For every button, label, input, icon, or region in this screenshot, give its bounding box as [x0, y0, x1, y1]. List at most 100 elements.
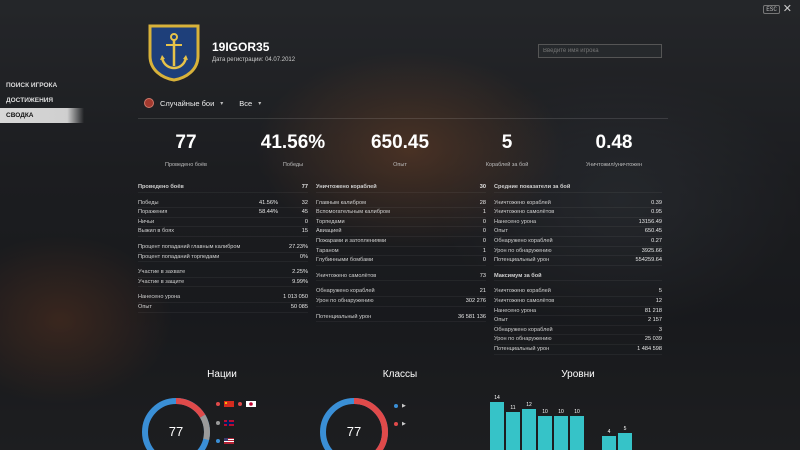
row-label: Глубинными бомбами [316, 257, 374, 264]
sidebar-item-achievements[interactable]: ДОСТИЖЕНИЯ [6, 97, 54, 104]
table-row: Нанесено урона 81 218 [494, 307, 662, 317]
nations-donut-ring [142, 398, 210, 450]
sidebar-item-summary[interactable]: СВОДКА [0, 108, 84, 123]
row-value: 50 085 [290, 303, 308, 310]
table-row: Уничтожено кораблей 0.39 [494, 199, 662, 209]
row-value: 3 [658, 326, 662, 333]
table-row: Потенциальный урон 36 581 136 [316, 313, 486, 323]
player-search-input[interactable] [538, 44, 662, 58]
legend-dot [394, 404, 398, 408]
chevron-down-icon[interactable]: ▾ [258, 100, 262, 107]
sidebar-item-player-search[interactable]: ПОИСК ИГРОКА [6, 82, 58, 89]
row-value: 554259.64 [635, 257, 662, 264]
esc-key-badge[interactable]: ESC [763, 5, 780, 14]
anchor-emblem-icon [148, 24, 200, 82]
table-row: Потенциальный урон 554259.64 [494, 256, 662, 266]
row-value: 1 013 050 [283, 294, 308, 301]
battles-header-value: 77 [301, 184, 308, 190]
player-name: 19IGOR35 [212, 40, 270, 54]
row-label: Уничтожено самолётов [494, 297, 555, 304]
tier-bar[interactable] [506, 412, 520, 450]
legend-dot [216, 421, 220, 425]
row-label: Потенциальный урон [494, 345, 550, 352]
table-row: Участие в захвате 2.25% [138, 268, 308, 278]
table-row: Уничтожено самолётов 12 [494, 297, 662, 307]
chevron-down-icon[interactable]: ▾ [220, 100, 224, 107]
random-battle-icon [144, 98, 154, 108]
table-row: Обнаружено кораблей 0.27 [494, 237, 662, 247]
row-value: 0.27 [651, 237, 662, 244]
row-value: 13156.49 [638, 218, 662, 225]
big-stat-value: 77 [175, 132, 197, 153]
tier-bar[interactable] [490, 402, 504, 450]
row-value: 0.39 [651, 199, 662, 206]
row-value: 15 [301, 228, 308, 235]
row-value: 3925.66 [641, 247, 662, 254]
sidebar: ПОИСК ИГРОКА ДОСТИЖЕНИЯ СВОДКА [0, 78, 84, 123]
row-value: 0 [482, 228, 486, 235]
tier-bar-label: 4 [607, 429, 611, 436]
table-row: Ничьи 0 [138, 218, 308, 228]
row-value: 0% [299, 253, 308, 260]
row-value: 0 [304, 218, 308, 225]
row-label: Участие в захвате [138, 269, 186, 276]
destroyed-header-label: Уничтожено кораблей [316, 184, 377, 190]
tier-bar[interactable] [602, 436, 616, 450]
legend-item [216, 401, 256, 407]
battle-mode-select[interactable]: Случайные бои [160, 98, 215, 108]
row-label: Уничтожено кораблей [494, 199, 551, 206]
table-row: Урон по обнаружению 3925.66 [494, 247, 662, 257]
battles-header-label: Проведено боёв [138, 184, 184, 190]
nations-total: 77 [168, 424, 184, 439]
row-value: 28 [479, 199, 486, 206]
row-value: 0.95 [651, 209, 662, 216]
legend-dot [394, 422, 398, 426]
table-row: Нанесено урона 1 013 050 [138, 293, 308, 303]
row-label: Участие в защите [138, 278, 185, 285]
tier-bar[interactable] [618, 432, 632, 450]
classes-donut-ring [320, 398, 388, 450]
table-row: Урон по обнаружению 25 039 [494, 335, 662, 345]
tiers-bar-chart: 14 11 12 10 10 10 4 5 [490, 395, 640, 450]
row-label: Поражения [138, 209, 168, 216]
tier-bar[interactable] [554, 415, 568, 450]
row-value: 81 218 [644, 307, 662, 314]
big-stat-kd-ratio: 0.48 Уничтожил/уничтожен [554, 132, 674, 168]
classes-donut: 77 [318, 396, 390, 450]
averages-table: Средние показатели за бой Уничтожено кор… [494, 183, 662, 355]
ship-scope-select[interactable]: Все [239, 98, 253, 108]
table-row: Поражения 58.44% 45 [138, 208, 308, 218]
row-label: Обнаружено кораблей [494, 326, 553, 333]
row-value: 5 [658, 288, 662, 295]
table-row: Опыт 2 157 [494, 316, 662, 326]
tier-bar[interactable] [538, 415, 552, 450]
row-value: 302 276 [465, 297, 486, 304]
table-row: Тараном 1 [316, 247, 486, 257]
row-label: Потенциальный урон [494, 257, 550, 264]
row-value: 9.99% [292, 278, 308, 285]
table-row: Обнаружено кораблей 21 [316, 287, 486, 297]
tier-bar-label: 10 [574, 408, 580, 415]
legend-item [216, 438, 234, 444]
table-row: Процент попаданий главным калибром 27.23… [138, 243, 308, 253]
tier-bar[interactable] [522, 408, 536, 450]
row-value: 0 [482, 237, 486, 244]
row-pct: 58.44% [259, 209, 278, 216]
row-label: Уничтожено самолётов [316, 272, 377, 279]
table-row: Главным калибром 28 [316, 199, 486, 209]
tier-bar[interactable] [570, 415, 584, 450]
destroyed-table: Уничтожено кораблей 30 Главным калибром 2… [316, 183, 486, 323]
row-label: Нанесено урона [494, 307, 537, 314]
row-label: Главным калибром [316, 199, 366, 206]
classes-title: Классы [382, 369, 418, 380]
row-value: 2.25% [292, 269, 308, 276]
norway-flag-icon [224, 420, 234, 426]
row-value: 36 581 136 [458, 313, 486, 320]
row-value: 0 [482, 218, 486, 225]
table-row: Процент попаданий торпедами 0% [138, 253, 308, 263]
legend-dot [238, 402, 242, 406]
row-label: Нанесено урона [138, 294, 181, 301]
close-icon[interactable]: ✕ [782, 3, 792, 15]
big-stat-ships-per-battle: 5 Кораблей за бой [447, 132, 567, 168]
